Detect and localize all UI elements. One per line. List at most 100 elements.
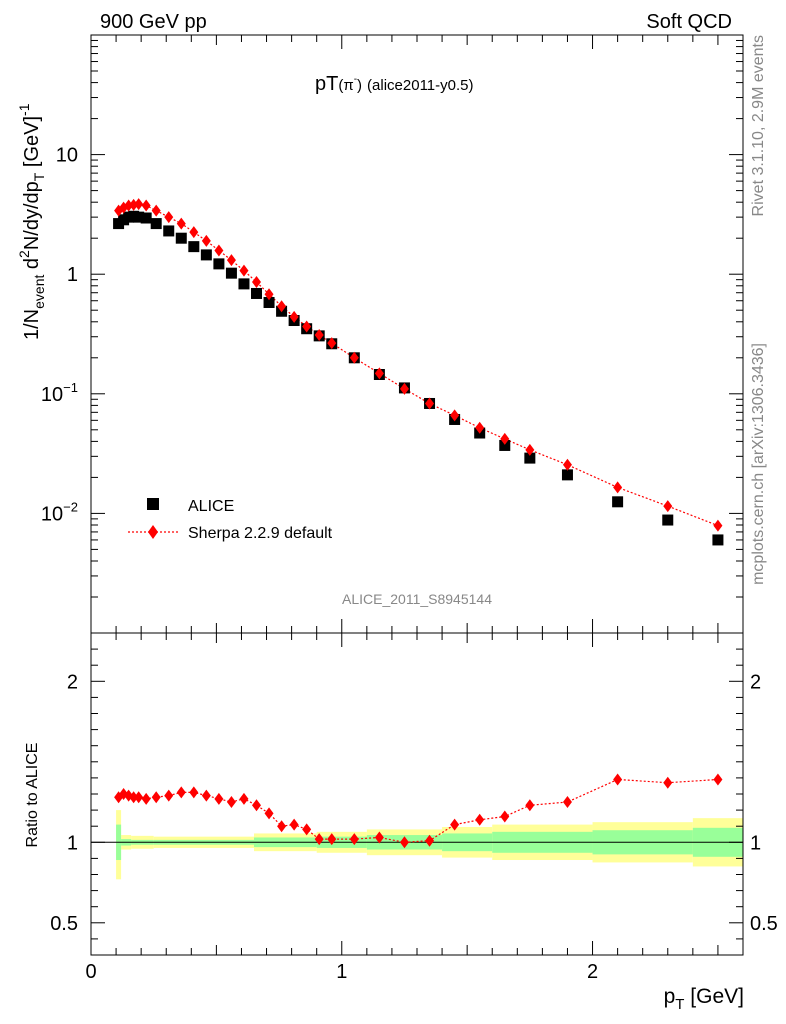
xtick-label-1: 1 (336, 961, 347, 983)
ratio-point (349, 833, 359, 846)
ratio-point (327, 833, 337, 846)
mc-point (141, 199, 151, 212)
mc-point (164, 211, 174, 224)
legend-data-label: ALICE (188, 498, 234, 515)
mc-point (214, 244, 224, 257)
ratio-point (141, 792, 151, 805)
upper-marks (113, 198, 724, 546)
data-point (662, 514, 674, 526)
ratio-point (613, 773, 623, 786)
mc-point (475, 421, 485, 434)
upper-axes: 10−2 10−1 1 10 (41, 34, 744, 634)
header-left: 900 GeV pp (100, 11, 207, 33)
mc-point (129, 198, 139, 211)
ratio-point (129, 791, 139, 804)
data-point (188, 241, 200, 253)
mc-point (176, 217, 186, 230)
side-text-bottom: mcplots.cern.ch [arXiv:1306.3436] (750, 343, 767, 585)
legend-mc-label: Sherpa 2.2.9 default (188, 525, 333, 542)
ratio-point (289, 818, 299, 831)
lower-marks (114, 773, 723, 849)
ratio-point (164, 789, 174, 802)
ratio-point (713, 773, 723, 786)
mc-line (118, 203, 719, 527)
mc-point (525, 443, 535, 456)
ratio-point (226, 796, 236, 809)
ratio-point (201, 789, 211, 802)
upper-ylabel: 1/Nevent d2N/dy/dpT [GeV]-1 (16, 103, 47, 340)
data-point (263, 296, 275, 308)
ratio-point (450, 818, 460, 831)
lower-ytick-label-left-0: 0.5 (50, 913, 78, 935)
data-point (225, 267, 237, 279)
mc-point (264, 288, 274, 301)
plot-title: pT(π-) (alice2011-y0.5) (315, 73, 474, 95)
mc-point (134, 198, 144, 211)
mc-point (562, 458, 572, 471)
ratio-point (189, 786, 199, 799)
data-point (524, 452, 536, 464)
lower-axes: 0.5 0.5 1 1 2 2 0 1 2 (50, 632, 778, 983)
lower-frame (90, 632, 744, 956)
ratio-point (663, 776, 673, 789)
ratio-point (277, 820, 287, 833)
ratio-point (252, 799, 262, 812)
data-point (140, 212, 152, 224)
mc-point (119, 201, 129, 214)
ratio-point (176, 786, 186, 799)
lower-ytick-label-right-1: 1 (750, 832, 761, 854)
title-close: ) (357, 77, 362, 94)
upper-ytick-label-0: 10−2 (41, 499, 78, 525)
mc-point (713, 519, 723, 532)
data-point (150, 218, 162, 230)
mc-point (399, 382, 409, 395)
xtick-label-2: 2 (587, 961, 598, 983)
data-point (561, 469, 573, 481)
mc-point (252, 276, 262, 289)
legend-data-marker (147, 498, 159, 510)
ratio-point (525, 799, 535, 812)
upper-ytick-label-2: 1 (67, 264, 78, 286)
mc-point (613, 481, 623, 494)
ratio-point (134, 791, 144, 804)
lower-ylabel: Ratio to ALICE (24, 743, 41, 848)
mc-point (450, 409, 460, 422)
lower-ytick-label-left-1: 1 (67, 832, 78, 854)
upper-ytick-label-1: 10−1 (41, 380, 78, 406)
ratio-point (214, 792, 224, 805)
ratio-point (500, 810, 510, 823)
upper-ytick-label-3: 10 (56, 145, 78, 167)
upper-frame (90, 34, 744, 634)
ratio-point (314, 833, 324, 846)
ratio-point (264, 807, 274, 820)
ratio-point (151, 791, 161, 804)
lower-ytick-label-left-2: 2 (67, 671, 78, 693)
mc-point (374, 367, 384, 380)
mc-point (302, 320, 312, 333)
mc-point (189, 226, 199, 239)
title-main: pT (315, 73, 338, 95)
side-text-top: Rivet 3.1.10, 2.9M events (750, 35, 767, 216)
mc-point (327, 337, 337, 350)
data-point (175, 232, 187, 244)
mc-point (314, 329, 324, 342)
mc-point (289, 310, 299, 323)
ratio-point (425, 834, 435, 847)
title-charge: - (354, 74, 357, 85)
data-point (133, 211, 145, 223)
lower-ytick-label-right-0: 0.5 (750, 913, 778, 935)
mc-point (226, 254, 236, 267)
ratio-point (399, 836, 409, 849)
data-point (612, 496, 624, 508)
ratio-point (562, 796, 572, 809)
title-particle: (π (338, 77, 353, 94)
data-point (213, 258, 225, 270)
data-point (712, 534, 724, 546)
mc-point (663, 500, 673, 513)
ratio-point (119, 788, 129, 800)
mc-point (151, 204, 161, 217)
ratio-point (475, 813, 485, 826)
lower-ytick-label-right-2: 2 (750, 671, 761, 693)
mc-point (277, 300, 287, 313)
